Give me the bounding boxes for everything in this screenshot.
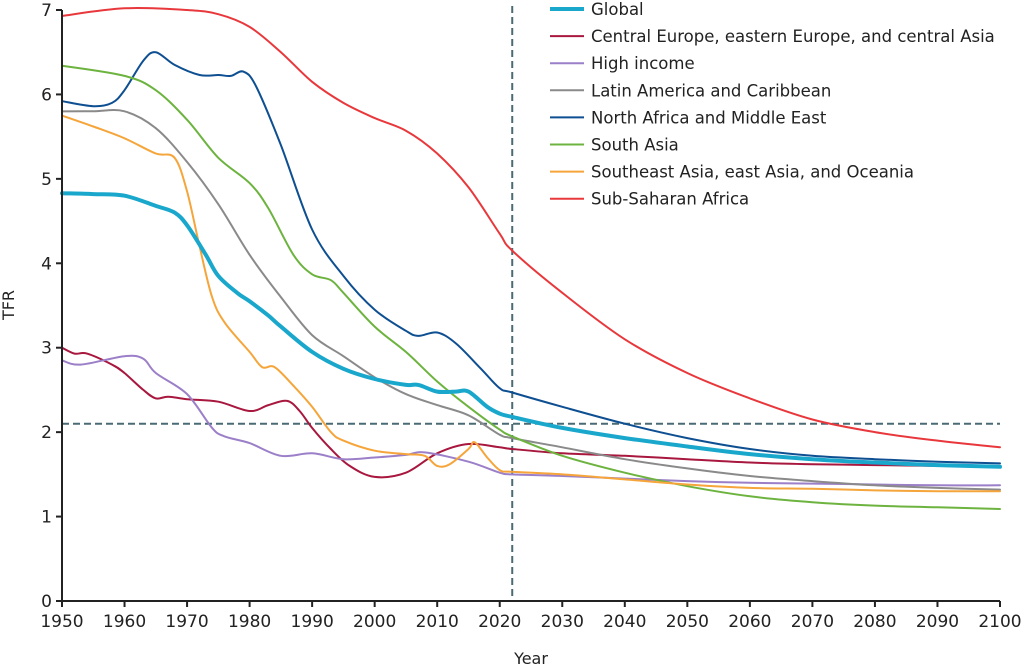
legend-label: South Asia <box>591 136 679 155</box>
legend-item: Sub-Saharan Africa <box>550 190 749 209</box>
x-tick-label: 2030 <box>541 612 584 632</box>
legend-item: Southeast Asia, east Asia, and Oceania <box>550 163 914 182</box>
legend-label: Central Europe, eastern Europe, and cent… <box>591 27 995 46</box>
x-tick-label: 2090 <box>916 612 959 632</box>
legend-item: South Asia <box>550 136 679 155</box>
x-tick-label: 2010 <box>416 612 459 632</box>
series-line-south-asia <box>61 64 1001 510</box>
x-tick-label: 2080 <box>853 612 896 632</box>
legend-label: High income <box>591 54 695 73</box>
series-line-north-africa-and-middle-east <box>61 51 1001 465</box>
x-tick-label: 2000 <box>353 612 396 632</box>
legend-item: Global <box>550 0 644 19</box>
legend-item: North Africa and Middle East <box>550 108 827 127</box>
x-tick-label: 1950 <box>40 612 83 632</box>
y-tick-label: 3 <box>41 339 52 359</box>
y-tick-label: 0 <box>41 592 52 612</box>
x-tick-label: 2050 <box>666 612 709 632</box>
x-tick-label: 1960 <box>103 612 146 632</box>
x-tick-label: 2100 <box>978 612 1021 632</box>
x-tick-label: 2070 <box>791 612 834 632</box>
y-tick-label: 1 <box>41 508 52 528</box>
legend-label: North Africa and Middle East <box>591 108 827 127</box>
legend-label: Global <box>591 0 644 19</box>
series-line-global <box>60 191 1002 469</box>
series-line-central-europe-eastern-europe-and-central-asia <box>61 346 1001 479</box>
series-line-sub-saharan-africa <box>61 7 1001 449</box>
y-tick-label: 2 <box>41 423 52 443</box>
series-line-high-income <box>61 354 1001 487</box>
legend-label: Sub-Saharan Africa <box>591 190 749 209</box>
y-tick-label: 5 <box>41 170 52 190</box>
series-line-latin-america-and-caribbean <box>61 109 1001 491</box>
y-axis-label: TFR <box>0 290 18 321</box>
x-axis-label: Year <box>513 649 548 667</box>
y-tick-label: 6 <box>41 85 52 105</box>
y-tick-label: 4 <box>41 254 52 274</box>
legend-label: Latin America and Caribbean <box>591 81 831 100</box>
series-line-southeast-asia-east-asia-and-oceania <box>61 114 1001 493</box>
x-tick-label: 1970 <box>165 612 208 632</box>
x-tick-label: 2020 <box>478 612 521 632</box>
legend-item: High income <box>550 54 695 73</box>
y-tick-label: 7 <box>41 1 52 21</box>
x-tick-label: 1980 <box>228 612 271 632</box>
legend-item: Central Europe, eastern Europe, and cent… <box>550 27 995 46</box>
legend-item: Latin America and Caribbean <box>550 81 831 100</box>
legend-label: Southeast Asia, east Asia, and Oceania <box>591 163 914 182</box>
x-tick-label: 2060 <box>728 612 771 632</box>
x-tick-label: 1990 <box>291 612 334 632</box>
x-tick-label: 2040 <box>603 612 646 632</box>
